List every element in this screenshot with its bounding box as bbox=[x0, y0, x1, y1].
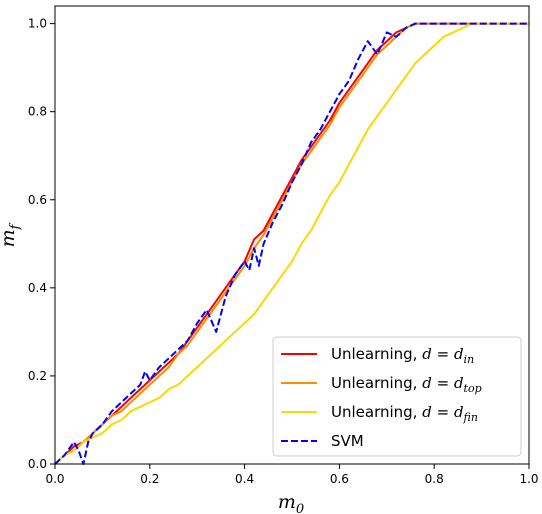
x-tick-label: 0.6 bbox=[330, 472, 349, 486]
x-tick-label: 0.0 bbox=[45, 472, 64, 486]
x-tick-label: 1.0 bbox=[519, 472, 538, 486]
y-axis-ticks: 0.0 0.2 0.4 0.6 0.8 1.0 bbox=[28, 17, 55, 471]
legend-label-part: = bbox=[432, 345, 454, 363]
plot-frame bbox=[54, 5, 530, 465]
x-tick-label: 0.2 bbox=[140, 472, 159, 486]
series-lines bbox=[54, 22, 529, 465]
series-line-2 bbox=[54, 22, 529, 465]
legend-label-part: d bbox=[454, 374, 464, 392]
y-axis-label: mf bbox=[0, 222, 23, 247]
legend-label-part: d bbox=[422, 345, 432, 363]
legend-label-part: fin bbox=[463, 411, 478, 424]
x-axis-label: m0 bbox=[278, 491, 304, 514]
legend-label-3: SVM bbox=[331, 432, 364, 450]
x-axis-ticks: 0.0 0.2 0.4 0.6 0.8 1.0 bbox=[45, 464, 539, 486]
legend-label-part: d bbox=[422, 374, 432, 392]
x-axis-label-base: m bbox=[278, 491, 296, 513]
legend-label-part: = bbox=[432, 403, 454, 421]
legend-label-part: = bbox=[432, 374, 454, 392]
y-tick-label: 0.0 bbox=[28, 457, 47, 471]
y-tick-label: 0.2 bbox=[28, 369, 47, 383]
legend-label-0: Unlearning, d = din bbox=[331, 345, 474, 366]
legend-label-part: Unlearning, bbox=[331, 403, 422, 421]
y-tick-label: 0.6 bbox=[28, 193, 47, 207]
legend-label-part: in bbox=[464, 353, 475, 366]
legend-box bbox=[272, 336, 522, 457]
x-axis-label-sub: 0 bbox=[296, 502, 304, 514]
legend-label-part: d bbox=[454, 345, 464, 363]
y-tick-label: 0.4 bbox=[28, 281, 47, 295]
y-tick-label: 1.0 bbox=[28, 17, 47, 31]
y-axis-label-sub: f bbox=[8, 222, 23, 230]
legend-label-1: Unlearning, d = dtop bbox=[331, 374, 482, 395]
legend-label-part: d bbox=[422, 403, 432, 421]
legend-label-part: top bbox=[464, 382, 482, 395]
y-tick-label: 0.8 bbox=[28, 105, 47, 119]
legend-label-part: SVM bbox=[331, 432, 364, 450]
y-axis-label-base: m bbox=[0, 229, 19, 247]
legend-label-2: Unlearning, d = dfin bbox=[331, 403, 478, 424]
series-line-3 bbox=[54, 22, 529, 465]
legend-label-part: d bbox=[454, 403, 464, 421]
legend-label-part: Unlearning, bbox=[331, 345, 422, 363]
legend-label-part: Unlearning, bbox=[331, 374, 422, 392]
x-tick-label: 0.8 bbox=[425, 472, 444, 486]
series-line-0 bbox=[54, 22, 529, 465]
x-tick-label: 0.4 bbox=[235, 472, 254, 486]
